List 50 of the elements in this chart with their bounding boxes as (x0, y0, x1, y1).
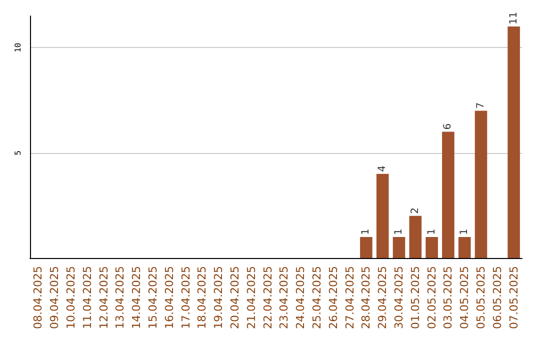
x-tick-label: 29.04.2025 (376, 266, 390, 330)
data-label: 6 (442, 123, 454, 130)
bar (426, 236, 438, 258)
data-label: 7 (476, 102, 486, 109)
bar (458, 236, 471, 258)
data-label: 1 (394, 228, 404, 235)
x-tick-label: 27.04.2025 (343, 266, 356, 330)
bar (442, 132, 454, 258)
x-tick-label: 26.04.2025 (326, 266, 340, 330)
y-tick-label: 5 (14, 150, 22, 156)
x-tick-label: 12.04.2025 (97, 266, 110, 330)
bar (409, 216, 422, 258)
data-label: 11 (508, 12, 520, 25)
data-label: 4 (377, 165, 388, 172)
x-tick-label: 13.04.2025 (114, 266, 127, 330)
x-tick-label: 20.04.2025 (228, 266, 242, 330)
x-tick-label: 22.04.2025 (261, 266, 274, 330)
x-tick-label: 17.04.2025 (179, 266, 192, 330)
x-tick-label: 23.04.2025 (278, 266, 291, 330)
x-tick-label: 04.05.2025 (458, 266, 472, 330)
x-tick-label: 19.04.2025 (212, 266, 226, 330)
x-tick-label: 03.05.2025 (442, 266, 455, 330)
x-tick-label: 07.05.2025 (507, 266, 520, 330)
bar (376, 174, 389, 258)
x-tick-label: 15.04.2025 (146, 266, 160, 330)
x-tick-label: 06.05.2025 (490, 266, 504, 330)
x-tick-label: 05.05.2025 (474, 266, 488, 330)
bar (360, 236, 372, 258)
x-tick-label: 28.04.2025 (360, 266, 373, 330)
x-tick-label: 14.04.2025 (130, 266, 144, 330)
bar (392, 236, 406, 258)
x-tick-label: 24.04.2025 (294, 266, 308, 330)
bar (474, 110, 488, 258)
data-label: 1 (426, 228, 438, 235)
x-tick-label: 30.04.2025 (392, 266, 406, 330)
data-label: 2 (410, 208, 421, 214)
x-tick-label: 09.04.2025 (48, 266, 62, 330)
x-tick-label: 18.04.2025 (196, 266, 209, 330)
x-tick-label: 01.05.2025 (408, 266, 422, 330)
x-tick-label: 21.04.2025 (244, 266, 258, 330)
bar (508, 26, 520, 258)
data-label: 1 (459, 228, 470, 235)
x-tick-label: 08.04.2025 (32, 266, 45, 330)
x-tick-label: 25.04.2025 (310, 266, 324, 330)
x-tick-label: 16.04.2025 (162, 266, 176, 330)
x-tick-label: 02.05.2025 (425, 266, 438, 330)
x-tick-label: 11.04.2025 (80, 266, 94, 330)
x-tick-label: 10.04.2025 (64, 266, 78, 330)
data-label: 1 (360, 228, 372, 235)
y-tick-label: 10 (14, 42, 22, 52)
